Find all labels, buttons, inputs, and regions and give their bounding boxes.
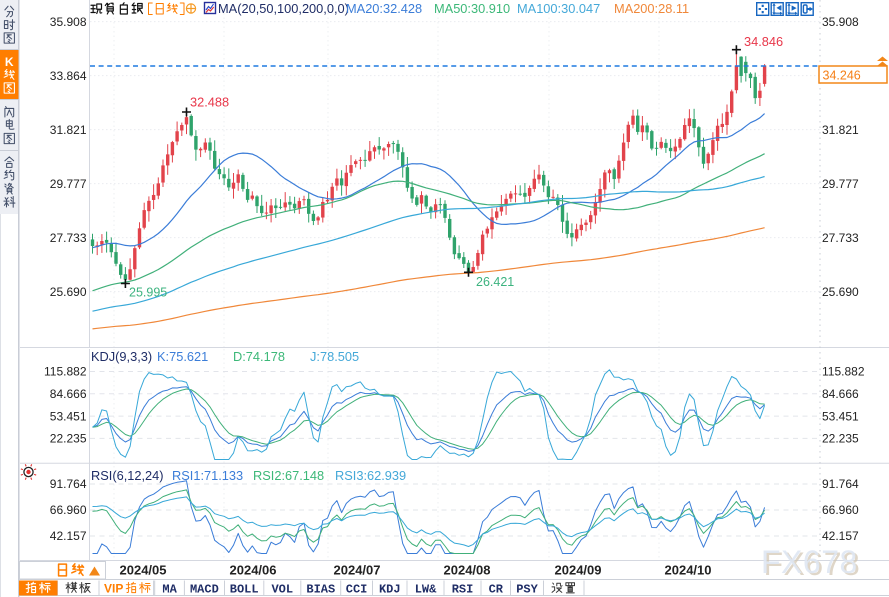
- svg-text:MA: MA: [162, 583, 177, 597]
- svg-text:K: K: [5, 55, 14, 69]
- svg-text:FX678: FX678: [764, 546, 861, 582]
- svg-text:D:74.178: D:74.178: [233, 349, 285, 364]
- svg-text:K:75.621: K:75.621: [157, 349, 208, 364]
- svg-text:MACD: MACD: [190, 583, 219, 597]
- svg-text:2024/07: 2024/07: [334, 563, 381, 578]
- svg-text:2024/10: 2024/10: [665, 563, 712, 578]
- svg-text:66.960: 66.960: [822, 503, 859, 517]
- svg-text:34.846: 34.846: [744, 34, 783, 49]
- svg-text:22.235: 22.235: [822, 432, 859, 446]
- svg-text:VOL: VOL: [271, 583, 293, 597]
- svg-text:CR: CR: [489, 583, 504, 597]
- svg-text:31.821: 31.821: [50, 123, 87, 137]
- svg-text:RSI3:62.939: RSI3:62.939: [335, 468, 406, 483]
- svg-text:53.451: 53.451: [50, 409, 87, 423]
- svg-text:RSI: RSI: [452, 583, 474, 597]
- svg-text:84.666: 84.666: [822, 387, 859, 401]
- svg-text:32.488: 32.488: [190, 95, 229, 110]
- svg-text:53.451: 53.451: [822, 409, 859, 423]
- svg-text:115.882: 115.882: [44, 365, 87, 379]
- svg-text:MA100:30.047: MA100:30.047: [517, 1, 600, 16]
- svg-text:66.960: 66.960: [50, 503, 87, 517]
- svg-text:35.908: 35.908: [50, 15, 87, 29]
- svg-text:BIAS: BIAS: [306, 583, 335, 597]
- svg-text:MA20:32.428: MA20:32.428: [346, 1, 422, 16]
- svg-text:35.908: 35.908: [822, 15, 859, 29]
- svg-text:RSI2:67.148: RSI2:67.148: [253, 468, 324, 483]
- svg-text:33.864: 33.864: [50, 69, 87, 83]
- svg-text:J:78.505: J:78.505: [310, 349, 359, 364]
- svg-text:91.764: 91.764: [822, 477, 859, 491]
- svg-text:RSI1:71.133: RSI1:71.133: [172, 468, 243, 483]
- svg-text:LW&: LW&: [415, 583, 437, 597]
- svg-text:2024/09: 2024/09: [555, 563, 602, 578]
- svg-text:2024/05: 2024/05: [120, 563, 167, 578]
- svg-text:PSY: PSY: [516, 583, 538, 597]
- svg-text:27.733: 27.733: [50, 231, 87, 245]
- svg-text:VIP: VIP: [104, 582, 123, 596]
- svg-text:MA50:30.910: MA50:30.910: [434, 1, 510, 16]
- svg-text:KDJ(9,3,3): KDJ(9,3,3): [91, 349, 152, 364]
- svg-text:2024/08: 2024/08: [444, 563, 491, 578]
- svg-text:26.421: 26.421: [476, 275, 514, 289]
- svg-text:CCI: CCI: [346, 583, 368, 597]
- svg-text:115.882: 115.882: [822, 365, 865, 379]
- svg-text:22.235: 22.235: [50, 432, 87, 446]
- svg-text:91.764: 91.764: [50, 477, 87, 491]
- svg-text:31.821: 31.821: [822, 123, 859, 137]
- svg-text:29.777: 29.777: [50, 177, 87, 191]
- svg-text:KDJ: KDJ: [379, 583, 401, 597]
- svg-text:29.777: 29.777: [822, 177, 859, 191]
- svg-text:MA(20,50,100,200,0,0): MA(20,50,100,200,0,0): [218, 1, 349, 16]
- svg-text:25.995: 25.995: [129, 286, 167, 300]
- svg-text:34.246: 34.246: [823, 69, 861, 83]
- svg-text:42.157: 42.157: [50, 529, 87, 543]
- svg-text:RSI(6,12,24): RSI(6,12,24): [91, 468, 164, 483]
- svg-text:FX678: FX678: [761, 544, 858, 580]
- svg-text:27.733: 27.733: [822, 231, 859, 245]
- svg-text:MA200:28.11: MA200:28.11: [614, 1, 689, 16]
- svg-text:42.157: 42.157: [822, 529, 859, 543]
- svg-text:25.690: 25.690: [822, 285, 859, 299]
- svg-text:84.666: 84.666: [50, 387, 87, 401]
- svg-text:25.690: 25.690: [50, 285, 87, 299]
- svg-text:2024/06: 2024/06: [230, 563, 277, 578]
- svg-text:BOLL: BOLL: [230, 583, 259, 597]
